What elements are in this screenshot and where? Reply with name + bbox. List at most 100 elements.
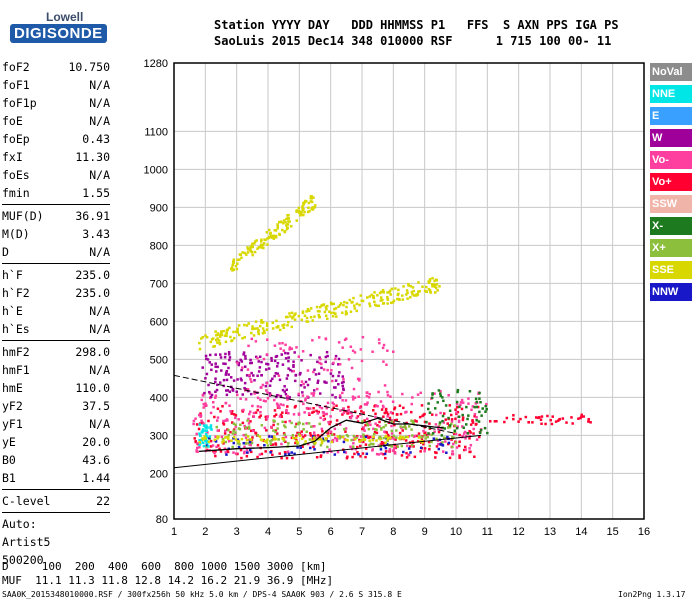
legend-item-e: E <box>650 107 692 125</box>
echo-point <box>245 448 249 452</box>
echo-point <box>236 442 240 445</box>
echo-point <box>222 362 225 365</box>
echo-point <box>250 450 253 454</box>
echo-point <box>466 432 470 435</box>
echo-point <box>244 426 248 429</box>
echo-point <box>303 201 307 204</box>
echo-point <box>287 356 290 359</box>
echo-point <box>207 383 210 387</box>
param-row: hmF1 N/A <box>2 361 110 379</box>
echo-point <box>195 446 199 450</box>
echo-point <box>261 331 265 335</box>
echo-point <box>229 335 232 339</box>
echo-point <box>360 359 364 363</box>
echo-point <box>198 439 201 442</box>
echo-point <box>281 437 284 440</box>
echo-point <box>263 426 267 430</box>
echo-point <box>265 417 269 420</box>
echo-point <box>275 394 279 397</box>
echo-point <box>444 404 448 407</box>
echo-point <box>227 373 230 376</box>
echo-point <box>312 394 315 397</box>
echo-point <box>442 399 445 403</box>
echo-point <box>439 394 443 398</box>
echo-point <box>281 341 284 345</box>
legend-item-noval: NoVal <box>650 63 692 81</box>
echo-point <box>439 389 442 393</box>
echo-point <box>205 372 209 376</box>
echo-point <box>288 346 292 349</box>
echo-point <box>306 307 310 311</box>
echo-point <box>283 433 287 436</box>
echo-point <box>343 300 346 304</box>
echo-point <box>225 453 228 456</box>
echo-point <box>273 359 277 363</box>
echo-point <box>260 321 263 324</box>
echo-point <box>250 441 254 445</box>
echo-point <box>241 421 245 425</box>
echo-point <box>550 422 554 426</box>
echo-point <box>230 439 233 443</box>
param-value: 298.0 <box>75 345 110 359</box>
echo-point <box>229 376 233 379</box>
echo-point <box>198 423 202 426</box>
echo-point <box>373 430 377 434</box>
echo-point <box>259 410 262 414</box>
echo-point <box>229 410 232 413</box>
echo-point <box>453 432 456 436</box>
echo-point <box>433 451 437 454</box>
echo-point <box>242 408 245 412</box>
echo-point <box>373 291 376 294</box>
echo-point <box>341 346 344 349</box>
echo-point <box>320 406 324 410</box>
echo-point <box>376 293 379 297</box>
echo-point <box>291 436 295 440</box>
echo-point <box>215 333 218 337</box>
param-row: 500200 <box>2 551 110 569</box>
echo-point <box>399 425 402 428</box>
echo-point <box>248 373 251 377</box>
echo-point <box>263 444 266 447</box>
echo-point <box>434 413 438 417</box>
echo-point <box>383 452 387 456</box>
echo-point <box>355 435 359 438</box>
echo-point <box>303 210 306 214</box>
echo-point <box>218 341 222 345</box>
echo-point <box>265 389 268 392</box>
echo-point <box>228 390 232 393</box>
echo-point <box>234 438 238 441</box>
echo-point <box>317 437 321 441</box>
echo-point <box>436 401 439 404</box>
echo-point <box>435 283 439 286</box>
echo-point <box>250 361 254 365</box>
echo-point <box>333 307 336 311</box>
legend-item-vo: Vo+ <box>650 173 692 191</box>
echo-point <box>393 407 396 411</box>
echo-point <box>436 289 439 292</box>
echo-point <box>272 234 275 238</box>
echo-point <box>278 452 281 455</box>
echo-point <box>248 440 252 444</box>
echo-point <box>382 436 386 440</box>
echo-point <box>198 432 201 435</box>
echo-point <box>442 436 446 440</box>
echo-point <box>230 339 233 343</box>
echo-point <box>282 438 286 441</box>
echo-point <box>473 405 476 409</box>
echo-point <box>444 440 447 443</box>
echo-point <box>402 425 405 429</box>
echo-point <box>343 428 346 431</box>
echo-point <box>327 434 330 438</box>
echo-point <box>315 455 319 459</box>
param-row: foEp 0.43 <box>2 130 110 148</box>
echo-point <box>356 377 360 381</box>
echo-point <box>454 417 457 421</box>
echo-point <box>357 453 360 456</box>
echo-point <box>284 440 287 444</box>
echo-point <box>384 424 388 427</box>
echo-point <box>332 311 336 315</box>
echo-point <box>461 401 465 404</box>
echo-point <box>257 246 261 249</box>
echo-point <box>202 406 205 409</box>
echo-point <box>337 363 340 366</box>
